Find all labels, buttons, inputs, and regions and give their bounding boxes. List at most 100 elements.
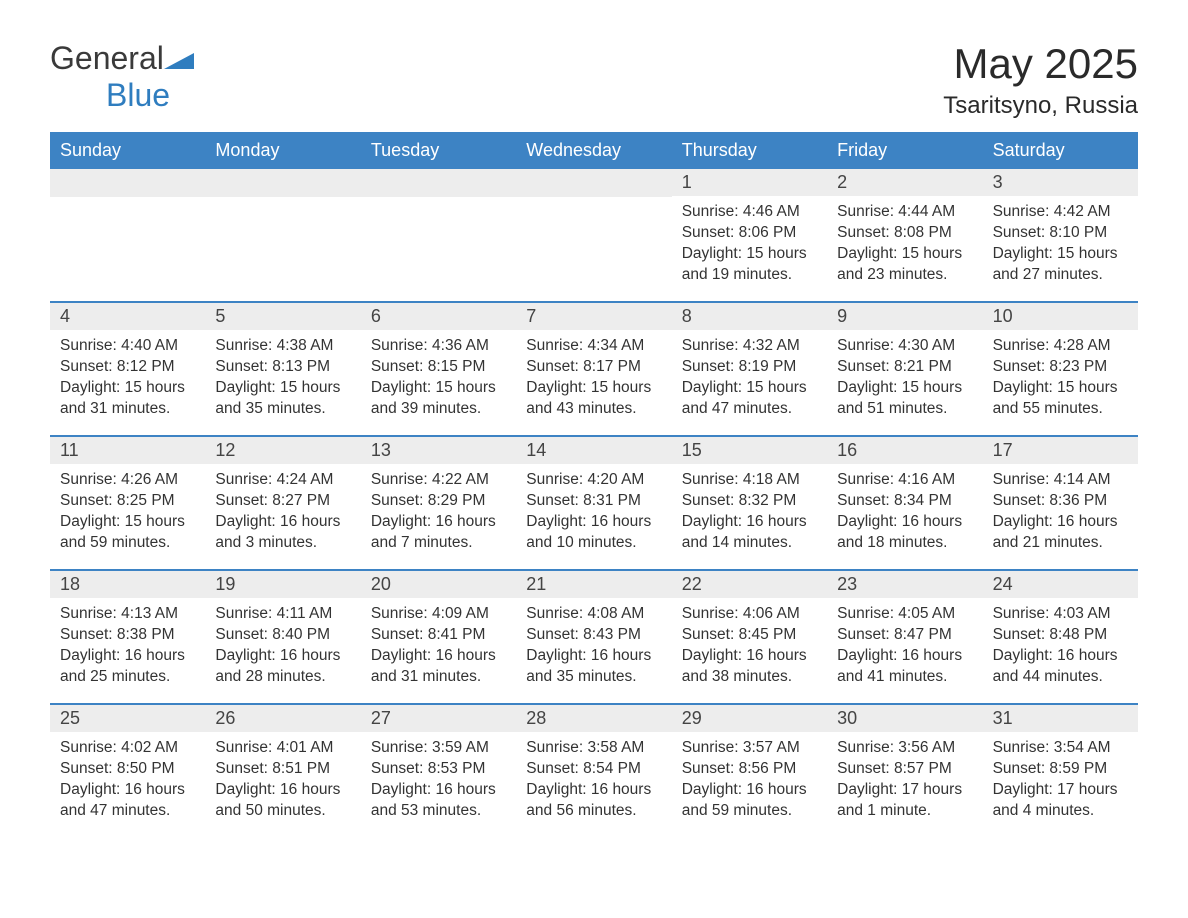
daylight-text: Daylight: 16 hours and 56 minutes. <box>526 780 661 822</box>
sunrise-text: Sunrise: 4:36 AM <box>371 336 506 357</box>
day-cell: 20Sunrise: 4:09 AMSunset: 8:41 PMDayligh… <box>361 571 516 697</box>
day-number: 21 <box>516 571 671 598</box>
sunrise-text: Sunrise: 4:32 AM <box>682 336 817 357</box>
day-detail: Sunrise: 4:36 AMSunset: 8:15 PMDaylight:… <box>361 330 516 426</box>
day-number: 16 <box>827 437 982 464</box>
day-detail: Sunrise: 4:14 AMSunset: 8:36 PMDaylight:… <box>983 464 1138 560</box>
day-detail: Sunrise: 4:38 AMSunset: 8:13 PMDaylight:… <box>205 330 360 426</box>
daylight-text: Daylight: 15 hours and 51 minutes. <box>837 378 972 420</box>
day-detail: Sunrise: 4:30 AMSunset: 8:21 PMDaylight:… <box>827 330 982 426</box>
day-cell: 3Sunrise: 4:42 AMSunset: 8:10 PMDaylight… <box>983 169 1138 295</box>
sunrise-text: Sunrise: 4:18 AM <box>682 470 817 491</box>
sunrise-text: Sunrise: 4:30 AM <box>837 336 972 357</box>
sunset-text: Sunset: 8:10 PM <box>993 223 1128 244</box>
sunset-text: Sunset: 8:32 PM <box>682 491 817 512</box>
daylight-text: Daylight: 16 hours and 47 minutes. <box>60 780 195 822</box>
sunrise-text: Sunrise: 4:28 AM <box>993 336 1128 357</box>
day-detail: Sunrise: 4:13 AMSunset: 8:38 PMDaylight:… <box>50 598 205 694</box>
day-detail: Sunrise: 4:03 AMSunset: 8:48 PMDaylight:… <box>983 598 1138 694</box>
sunrise-text: Sunrise: 3:54 AM <box>993 738 1128 759</box>
day-detail: Sunrise: 4:20 AMSunset: 8:31 PMDaylight:… <box>516 464 671 560</box>
sunset-text: Sunset: 8:29 PM <box>371 491 506 512</box>
daylight-text: Daylight: 16 hours and 35 minutes. <box>526 646 661 688</box>
daylight-text: Daylight: 16 hours and 41 minutes. <box>837 646 972 688</box>
daylight-text: Daylight: 17 hours and 4 minutes. <box>993 780 1128 822</box>
day-number: 17 <box>983 437 1138 464</box>
sunset-text: Sunset: 8:06 PM <box>682 223 817 244</box>
sunset-text: Sunset: 8:57 PM <box>837 759 972 780</box>
day-detail: Sunrise: 4:11 AMSunset: 8:40 PMDaylight:… <box>205 598 360 694</box>
sunrise-text: Sunrise: 4:01 AM <box>215 738 350 759</box>
dow-cell: Thursday <box>672 132 827 169</box>
sunset-text: Sunset: 8:51 PM <box>215 759 350 780</box>
sunset-text: Sunset: 8:40 PM <box>215 625 350 646</box>
day-cell: 13Sunrise: 4:22 AMSunset: 8:29 PMDayligh… <box>361 437 516 563</box>
day-number: 31 <box>983 705 1138 732</box>
sunrise-text: Sunrise: 4:11 AM <box>215 604 350 625</box>
day-cell <box>361 169 516 295</box>
daylight-text: Daylight: 16 hours and 3 minutes. <box>215 512 350 554</box>
sunset-text: Sunset: 8:17 PM <box>526 357 661 378</box>
day-cell <box>516 169 671 295</box>
sunset-text: Sunset: 8:41 PM <box>371 625 506 646</box>
daylight-text: Daylight: 16 hours and 7 minutes. <box>371 512 506 554</box>
daylight-text: Daylight: 15 hours and 35 minutes. <box>215 378 350 420</box>
week-row: 11Sunrise: 4:26 AMSunset: 8:25 PMDayligh… <box>50 435 1138 563</box>
logo-text-1: General <box>50 40 164 76</box>
sunrise-text: Sunrise: 4:44 AM <box>837 202 972 223</box>
sunset-text: Sunset: 8:54 PM <box>526 759 661 780</box>
sunset-text: Sunset: 8:13 PM <box>215 357 350 378</box>
sunrise-text: Sunrise: 4:46 AM <box>682 202 817 223</box>
daylight-text: Daylight: 16 hours and 31 minutes. <box>371 646 506 688</box>
sunset-text: Sunset: 8:19 PM <box>682 357 817 378</box>
day-cell: 28Sunrise: 3:58 AMSunset: 8:54 PMDayligh… <box>516 705 671 831</box>
week-row: 4Sunrise: 4:40 AMSunset: 8:12 PMDaylight… <box>50 301 1138 429</box>
day-cell: 22Sunrise: 4:06 AMSunset: 8:45 PMDayligh… <box>672 571 827 697</box>
daylight-text: Daylight: 16 hours and 59 minutes. <box>682 780 817 822</box>
sunset-text: Sunset: 8:59 PM <box>993 759 1128 780</box>
sunset-text: Sunset: 8:53 PM <box>371 759 506 780</box>
day-cell: 15Sunrise: 4:18 AMSunset: 8:32 PMDayligh… <box>672 437 827 563</box>
day-number <box>205 169 360 197</box>
daylight-text: Daylight: 16 hours and 44 minutes. <box>993 646 1128 688</box>
sunset-text: Sunset: 8:27 PM <box>215 491 350 512</box>
day-cell: 7Sunrise: 4:34 AMSunset: 8:17 PMDaylight… <box>516 303 671 429</box>
daylight-text: Daylight: 16 hours and 38 minutes. <box>682 646 817 688</box>
sunrise-text: Sunrise: 4:38 AM <box>215 336 350 357</box>
day-detail: Sunrise: 4:34 AMSunset: 8:17 PMDaylight:… <box>516 330 671 426</box>
page-title: May 2025 <box>943 40 1138 88</box>
dow-cell: Tuesday <box>361 132 516 169</box>
day-cell: 17Sunrise: 4:14 AMSunset: 8:36 PMDayligh… <box>983 437 1138 563</box>
sunrise-text: Sunrise: 4:08 AM <box>526 604 661 625</box>
day-cell: 14Sunrise: 4:20 AMSunset: 8:31 PMDayligh… <box>516 437 671 563</box>
sunrise-text: Sunrise: 4:24 AM <box>215 470 350 491</box>
sunset-text: Sunset: 8:47 PM <box>837 625 972 646</box>
day-number <box>516 169 671 197</box>
sunset-text: Sunset: 8:15 PM <box>371 357 506 378</box>
header: GeneralBlue May 2025 Tsaritsyno, Russia <box>50 40 1138 120</box>
daylight-text: Daylight: 17 hours and 1 minute. <box>837 780 972 822</box>
sunrise-text: Sunrise: 4:03 AM <box>993 604 1128 625</box>
sunrise-text: Sunrise: 3:59 AM <box>371 738 506 759</box>
day-detail: Sunrise: 4:22 AMSunset: 8:29 PMDaylight:… <box>361 464 516 560</box>
sunrise-text: Sunrise: 4:02 AM <box>60 738 195 759</box>
day-cell: 5Sunrise: 4:38 AMSunset: 8:13 PMDaylight… <box>205 303 360 429</box>
day-cell: 1Sunrise: 4:46 AMSunset: 8:06 PMDaylight… <box>672 169 827 295</box>
dow-cell: Sunday <box>50 132 205 169</box>
sunrise-text: Sunrise: 4:13 AM <box>60 604 195 625</box>
day-number: 30 <box>827 705 982 732</box>
logo: GeneralBlue <box>50 40 194 114</box>
day-detail: Sunrise: 3:54 AMSunset: 8:59 PMDaylight:… <box>983 732 1138 828</box>
day-cell: 26Sunrise: 4:01 AMSunset: 8:51 PMDayligh… <box>205 705 360 831</box>
sunset-text: Sunset: 8:50 PM <box>60 759 195 780</box>
day-number: 2 <box>827 169 982 196</box>
day-detail: Sunrise: 4:06 AMSunset: 8:45 PMDaylight:… <box>672 598 827 694</box>
dow-cell: Saturday <box>983 132 1138 169</box>
daylight-text: Daylight: 16 hours and 50 minutes. <box>215 780 350 822</box>
daylight-text: Daylight: 16 hours and 21 minutes. <box>993 512 1128 554</box>
day-cell: 31Sunrise: 3:54 AMSunset: 8:59 PMDayligh… <box>983 705 1138 831</box>
sunset-text: Sunset: 8:21 PM <box>837 357 972 378</box>
day-number: 3 <box>983 169 1138 196</box>
daylight-text: Daylight: 15 hours and 55 minutes. <box>993 378 1128 420</box>
daylight-text: Daylight: 15 hours and 59 minutes. <box>60 512 195 554</box>
